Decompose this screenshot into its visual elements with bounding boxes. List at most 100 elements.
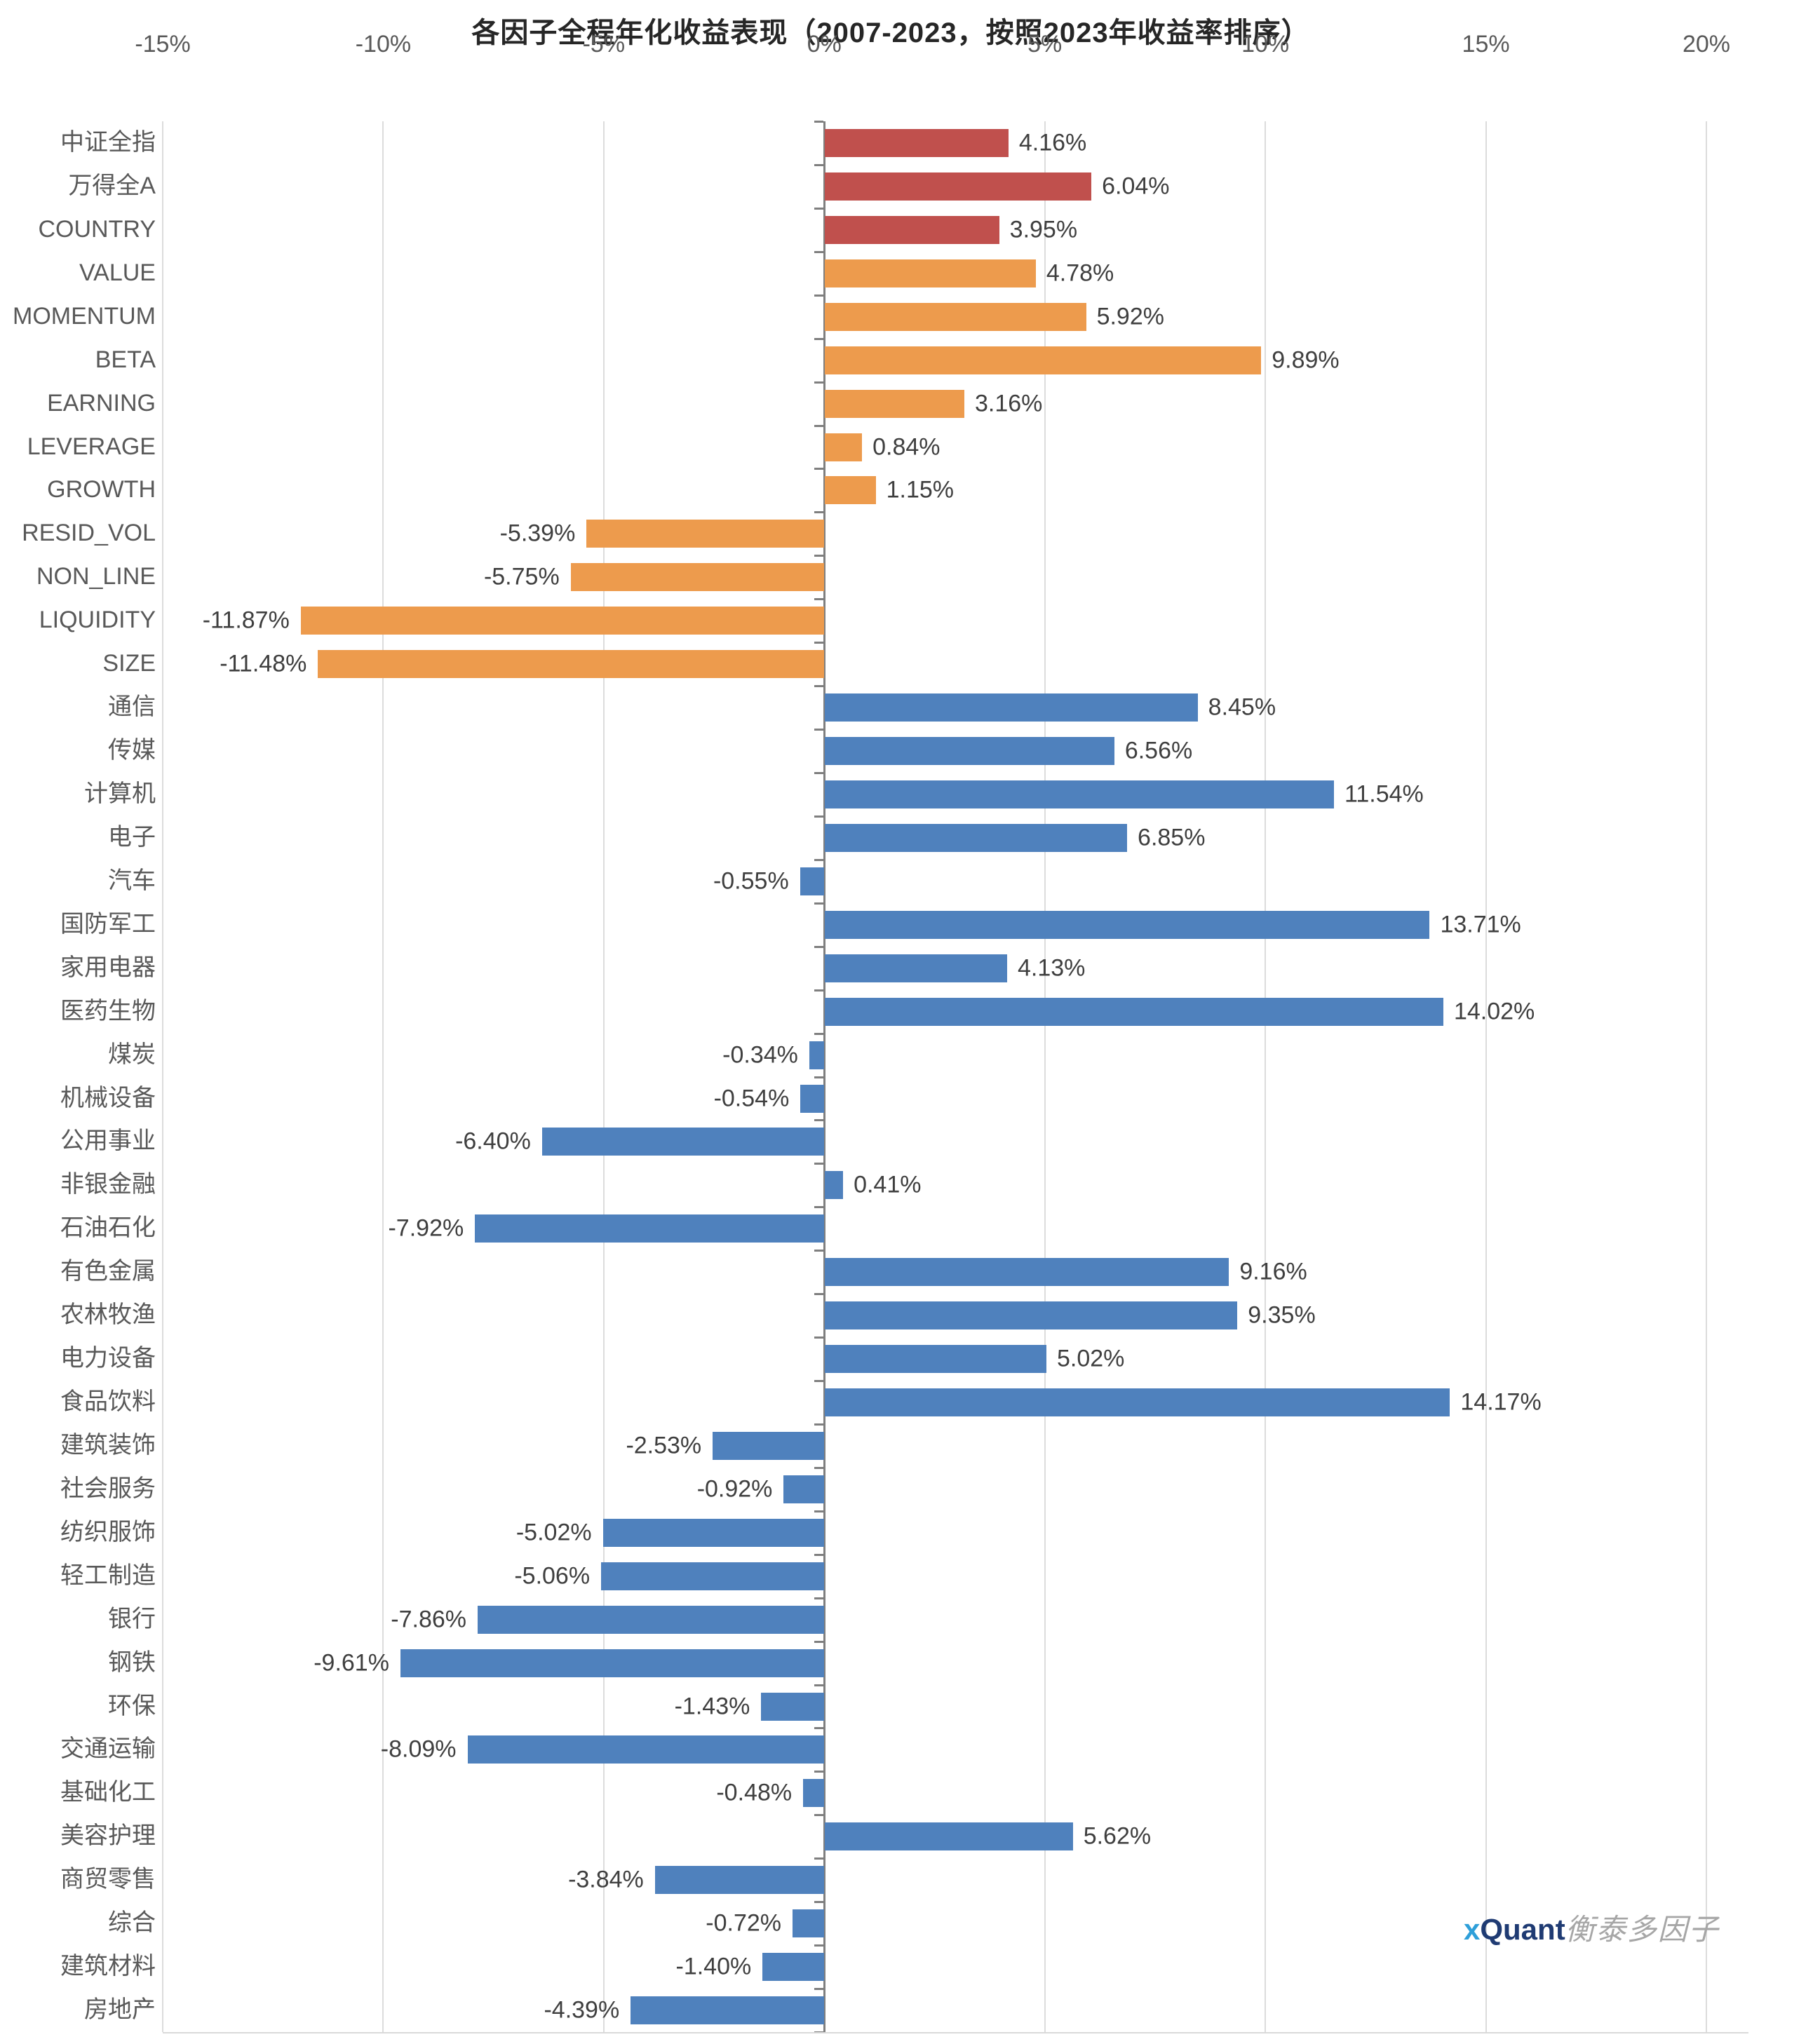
category-label: 公用事业 [60, 1128, 156, 1155]
category-label: 综合 [108, 1909, 156, 1937]
axis-row-tick [814, 1727, 824, 1730]
category-label: 汽车 [108, 867, 156, 894]
value-label: 13.71% [1440, 911, 1521, 938]
value-label: 3.16% [975, 390, 1043, 417]
category-label: GROWTH [47, 476, 156, 503]
category-label: 计算机 [84, 780, 156, 807]
category-label: LIQUIDITY [39, 607, 156, 634]
gridline [1044, 121, 1046, 2032]
axis-row-tick [814, 1380, 824, 1383]
axis-row-tick [814, 685, 824, 688]
value-label: 6.56% [1124, 737, 1193, 764]
axis-row-tick [814, 945, 824, 948]
value-label: -4.39% [544, 1996, 620, 2024]
axis-row-tick [814, 207, 824, 210]
category-label: 中证全指 [60, 129, 156, 156]
bar [825, 1258, 1229, 1287]
value-label: 9.16% [1239, 1258, 1307, 1285]
value-label: -11.48% [220, 650, 307, 677]
value-label: 3.95% [1009, 216, 1078, 243]
logo-quant-text: Quant [1480, 1913, 1565, 1946]
bar [602, 1518, 825, 1547]
axis-row-tick [814, 1250, 824, 1252]
bar [825, 737, 1114, 766]
axis-row-tick [814, 1684, 824, 1686]
category-label: 建筑装饰 [60, 1431, 156, 1458]
bar [631, 1996, 825, 2025]
gridline [1706, 121, 1707, 2032]
value-label: -5.06% [514, 1562, 591, 1590]
axis-row-tick [814, 1076, 824, 1078]
value-label: -5.75% [483, 563, 560, 590]
value-label: 5.02% [1056, 1345, 1125, 1372]
value-label: 9.35% [1248, 1301, 1316, 1329]
category-label: 轻工制造 [60, 1562, 156, 1589]
bar [793, 1909, 825, 1938]
category-label: 机械设备 [60, 1084, 156, 1111]
axis-row-tick [814, 1640, 824, 1643]
axis-row-tick [814, 1163, 824, 1165]
axis-row-tick [814, 511, 824, 514]
axis-row-tick [814, 1857, 824, 1860]
value-label: 5.62% [1083, 1822, 1152, 1850]
axis-row-tick [814, 858, 824, 861]
category-label: 万得全A [68, 172, 156, 199]
axis-row-tick [814, 642, 824, 644]
category-label: 房地产 [84, 1996, 156, 2024]
value-label: -11.87% [202, 607, 290, 634]
category-label: 非银金融 [60, 1171, 156, 1198]
value-label: 4.78% [1046, 259, 1114, 287]
axis-row-tick [814, 1771, 824, 1773]
bar [825, 172, 1092, 201]
axis-row-tick [814, 815, 824, 818]
bar [803, 1779, 825, 1808]
value-label: 4.16% [1018, 129, 1087, 156]
category-label: 纺织服饰 [60, 1518, 156, 1545]
bar [825, 910, 1430, 939]
axis-row-tick [814, 1206, 824, 1209]
category-label: 建筑材料 [60, 1953, 156, 1980]
bar [570, 563, 825, 592]
category-label: MOMENTUM [13, 302, 156, 330]
bar [400, 1649, 825, 1677]
value-label: -5.02% [515, 1519, 592, 1546]
value-label: -8.09% [380, 1735, 457, 1763]
x-axis-tick-label: 20% [1682, 31, 1731, 57]
value-label: 4.13% [1018, 954, 1086, 982]
axis-row-tick [814, 381, 824, 384]
logo-cjk-text: 衡泰多因子 [1565, 1913, 1720, 1946]
zero-axis-line [823, 121, 826, 2032]
category-label: 农林牧渔 [60, 1301, 156, 1329]
value-label: 1.15% [886, 476, 954, 503]
x-axis-tick-label: 0% [807, 31, 842, 57]
category-label: 交通运输 [60, 1735, 156, 1763]
category-label: 食品饮料 [60, 1388, 156, 1416]
value-label: -1.40% [675, 1953, 752, 1980]
bar [825, 693, 1198, 722]
axis-row-tick [814, 729, 824, 731]
axis-row-tick [814, 555, 824, 557]
axis-row-tick [814, 1553, 824, 1556]
axis-row-tick [814, 163, 824, 166]
category-label: RESID_VOL [22, 520, 156, 547]
value-label: 11.54% [1344, 780, 1424, 808]
value-label: 14.02% [1453, 998, 1535, 1025]
value-label: -7.86% [391, 1606, 466, 1633]
axis-row-tick [814, 1901, 824, 1904]
category-label: 通信 [108, 693, 156, 721]
bar [761, 1692, 825, 1721]
value-label: 8.45% [1208, 693, 1276, 721]
axis-row-tick [814, 1597, 824, 1599]
value-label: -5.39% [499, 520, 576, 547]
category-label: 有色金属 [60, 1258, 156, 1285]
value-label: 5.92% [1096, 303, 1164, 330]
bar [825, 823, 1128, 852]
bar [825, 433, 863, 461]
category-label: 社会服务 [60, 1475, 156, 1502]
axis-row-tick [814, 250, 824, 253]
value-label: 6.04% [1102, 172, 1170, 200]
axis-row-tick [814, 1510, 824, 1512]
category-label: NON_LINE [36, 563, 156, 590]
value-label: -7.92% [388, 1214, 464, 1242]
